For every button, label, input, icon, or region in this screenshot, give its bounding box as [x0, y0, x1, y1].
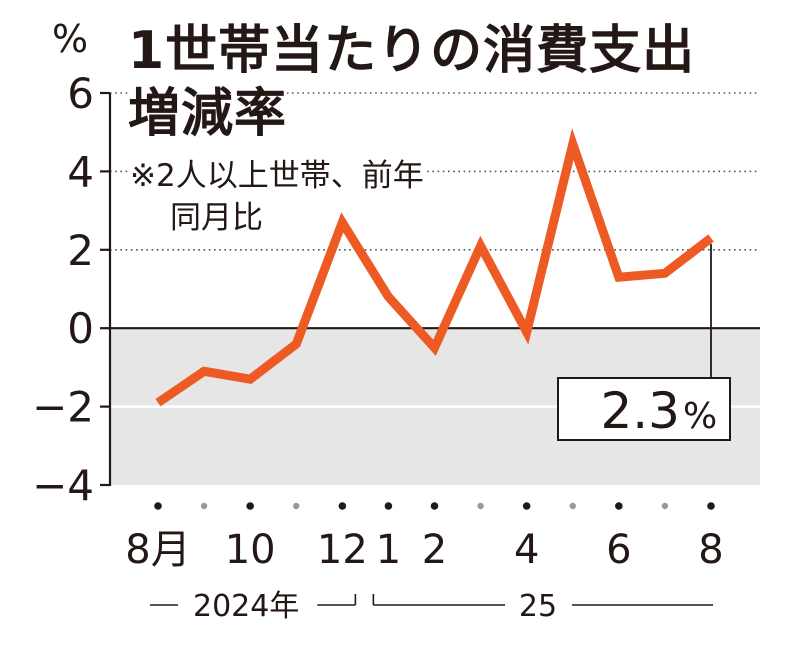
period-label-2025: 25: [519, 589, 557, 624]
period-labels: 2024年 25: [150, 589, 713, 624]
x-tick-label: 4: [514, 527, 539, 573]
x-tick-dot: [246, 502, 254, 510]
x-tick-label: 1: [376, 527, 401, 573]
callout: 2.3%: [557, 244, 731, 441]
x-tick-dot: [293, 502, 300, 510]
y-tick-labels: 6 4 2 0 −2 −4: [32, 69, 94, 510]
x-tick-dot: [338, 502, 347, 510]
x-tick-labels: 8月 10 12 1 2 4 6 8: [125, 527, 723, 573]
axes: [100, 91, 760, 487]
y-tick-label: 2: [67, 226, 94, 275]
x-tick-dot: [661, 502, 669, 510]
x-tick-label: 10: [225, 527, 276, 573]
y-tick-label: −4: [32, 461, 94, 510]
x-tick-dot: [615, 502, 623, 510]
y-tick-label: −2: [32, 383, 94, 432]
y-tick-label: 6: [67, 69, 94, 118]
chart-note-line-1: ※2人以上世帯、前年: [130, 158, 424, 194]
y-unit-label: %: [52, 17, 89, 61]
x-tick-label: 12: [317, 527, 368, 573]
series-line: [155, 128, 714, 407]
x-tick-dot: [384, 502, 393, 510]
x-tick-label: 6: [606, 527, 631, 573]
x-tick-dot: [569, 502, 576, 510]
y-tick-label: 4: [67, 147, 94, 196]
x-tick-dot: [477, 502, 484, 510]
chart-title-line-1: 1世帯当たりの消費支出: [128, 21, 696, 81]
callout-value: 2.3: [600, 382, 680, 440]
x-tick-label: 2: [422, 527, 447, 573]
period-label-2024: 2024年: [193, 589, 299, 624]
x-tick-dot: [707, 502, 715, 510]
x-tick-label: 8: [698, 527, 723, 573]
callout-unit: %: [683, 396, 717, 437]
x-tick-label: 8月: [125, 527, 190, 573]
x-tick-dots: [154, 502, 715, 510]
x-tick-dot: [522, 502, 531, 510]
chart-note-line-2: 同月比: [170, 200, 263, 236]
chart-title-line-2: 増減率: [128, 84, 288, 144]
x-tick-dot: [154, 502, 162, 510]
y-tick-label: 0: [67, 304, 94, 353]
x-tick-dot: [200, 502, 208, 510]
x-tick-dot: [430, 502, 439, 510]
callout-box: [557, 377, 731, 441]
